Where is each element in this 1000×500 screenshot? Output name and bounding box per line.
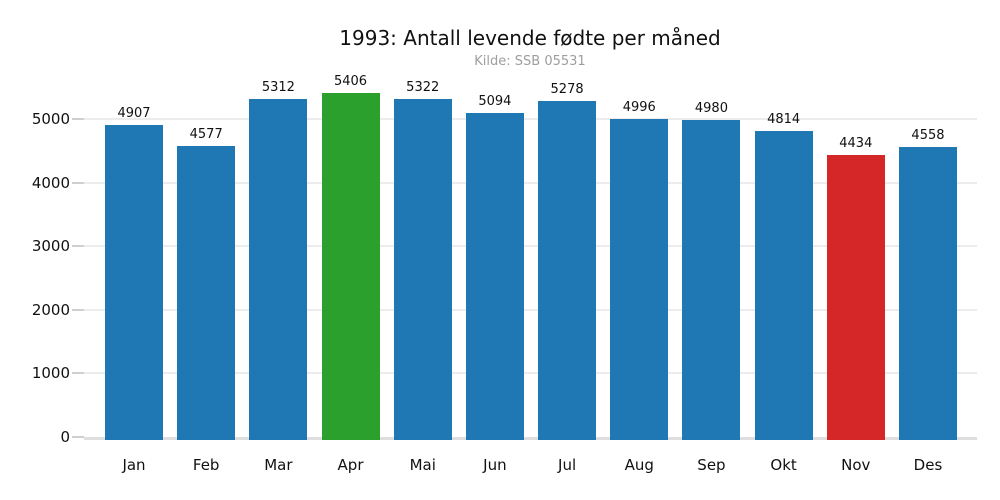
bar-value-label-apr: 5406 (333, 74, 368, 90)
chart-title: 1993: Antall levende fødte per måned (339, 26, 721, 50)
y-gridline-4000 (84, 181, 977, 184)
x-tick-label-sep: Sep (697, 456, 726, 474)
y-tick-mark-5000 (72, 118, 84, 120)
bar-value-label-nov: 4434 (839, 135, 873, 151)
bar-mar (249, 99, 308, 440)
bar-value-label-feb: 4577 (189, 126, 223, 142)
bar-apr (321, 93, 380, 440)
x-axis-baseline (84, 437, 977, 440)
y-tick-mark-2000 (72, 308, 84, 311)
bar-value-label-sep: 4980 (694, 101, 728, 117)
y-tick-label-3000: 3000 (31, 237, 70, 256)
y-tick-label-2000: 2000 (31, 300, 70, 319)
y-tick-mark-4000 (72, 181, 84, 184)
bar-value-label-des: 4558 (911, 128, 945, 144)
y-tick-label-5000: 5000 (31, 110, 70, 128)
x-tick-label-mai: Mai (409, 456, 436, 474)
y-gridline-3000 (84, 245, 977, 248)
bar-sep (682, 120, 741, 440)
bar-mai (393, 98, 452, 440)
y-gridline-5000 (84, 118, 977, 120)
bar-value-label-okt: 4814 (767, 111, 801, 127)
x-tick-label-jan: Jan (122, 456, 146, 474)
bar-jan (105, 124, 163, 440)
y-tick-label-0: 0 (60, 428, 70, 446)
x-tick-label-mar: Mar (264, 456, 293, 474)
bar-value-label-mai: 5322 (406, 79, 440, 95)
bar-jul (538, 101, 597, 440)
y-tick-mark-3000 (72, 245, 84, 248)
bar-feb (177, 145, 236, 440)
y-tick-label-1000: 1000 (31, 364, 70, 383)
bar-okt (754, 130, 813, 440)
y-tick-mark-1000 (72, 372, 84, 375)
x-tick-label-feb: Feb (192, 456, 220, 474)
bar-value-label-mar: 5312 (261, 80, 295, 96)
x-tick-label-aug: Aug (624, 456, 654, 474)
bar-des (898, 147, 957, 440)
bar-aug (610, 119, 669, 440)
x-tick-label-apr: Apr (337, 456, 364, 474)
bar-value-label-jan: 4907 (117, 105, 151, 121)
chart-subtitle: Kilde: SSB 05531 (474, 54, 586, 69)
bar-value-label-aug: 4996 (622, 100, 656, 116)
bar-value-label-jun: 5094 (478, 94, 512, 110)
y-gridline-1000 (84, 372, 977, 375)
x-tick-label-jun: Jun (483, 456, 507, 474)
x-tick-label-des: Des (913, 456, 943, 474)
x-tick-label-nov: Nov (841, 456, 871, 474)
y-tick-label-4000: 4000 (31, 173, 70, 192)
bar-nov (826, 154, 885, 440)
x-tick-label-jul: Jul (558, 456, 577, 474)
bar-jun (465, 113, 524, 440)
y-gridline-2000 (84, 308, 977, 311)
y-tick-mark-0 (72, 436, 84, 438)
x-tick-label-okt: Okt (770, 456, 797, 474)
bar-value-label-jul: 5278 (550, 82, 584, 98)
